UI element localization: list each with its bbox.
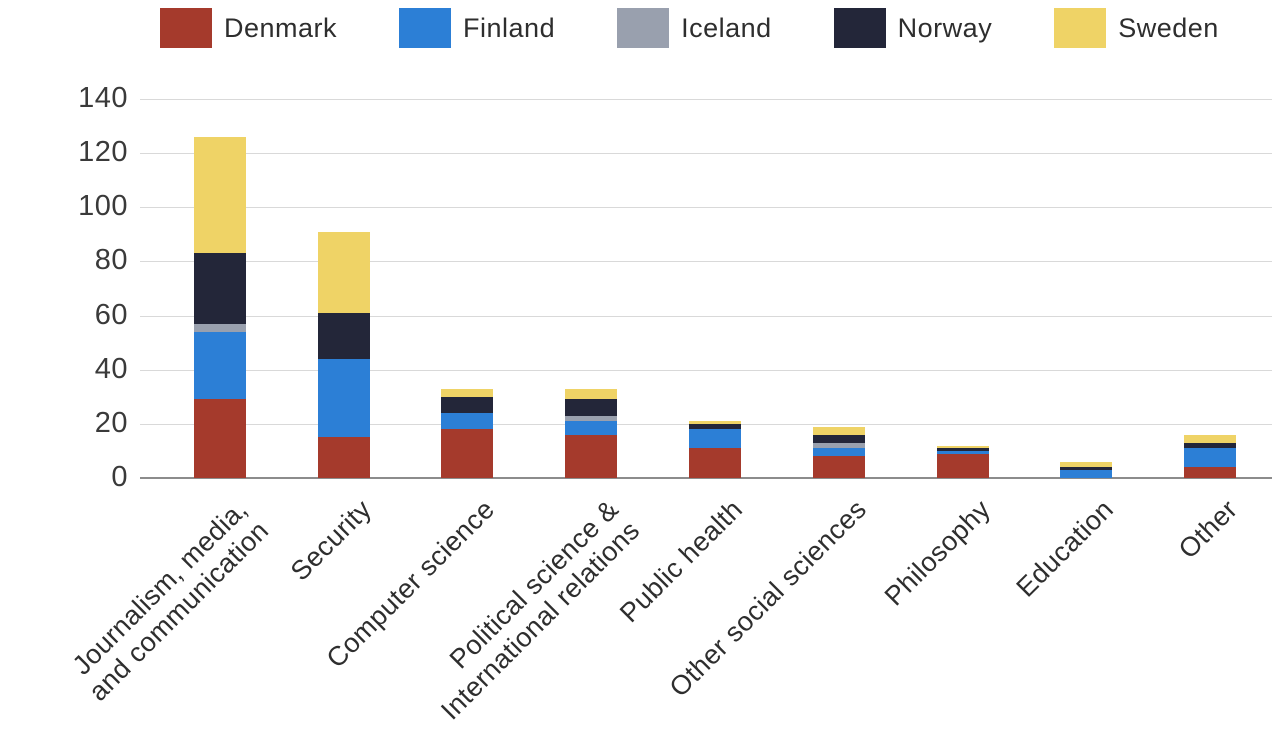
- legend-item-denmark: Denmark: [160, 8, 337, 48]
- bar-segment-denmark-cat8: [1184, 467, 1237, 478]
- gridline-80: [140, 261, 1272, 263]
- x-axis-label-6: Philosophy: [878, 494, 996, 612]
- legend-label: Denmark: [224, 12, 338, 43]
- y-tick-label-120: 120: [78, 136, 128, 169]
- bar-segment-denmark-cat0: [193, 399, 246, 478]
- y-tick-label-100: 100: [78, 190, 128, 223]
- bar-segment-sweden-cat6: [936, 445, 989, 449]
- bar-segment-denmark-cat2: [441, 429, 494, 478]
- gridline-140: [140, 99, 1272, 100]
- legend-swatch-finland-icon: [399, 8, 452, 48]
- bar-segment-iceland-cat3: [565, 415, 618, 422]
- bar-segment-finland-cat1: [317, 358, 370, 438]
- bar-segment-finland-cat7: [1060, 469, 1113, 478]
- bar-segment-norway-cat1: [317, 312, 370, 359]
- gridline-60: [140, 315, 1272, 317]
- bar-segment-denmark-cat5: [812, 456, 865, 478]
- bar-segment-norway-cat5: [812, 434, 865, 443]
- bar-segment-finland-cat5: [812, 448, 865, 457]
- bar-segment-sweden-cat1: [317, 231, 370, 313]
- legend-item-norway: Norway: [833, 8, 993, 48]
- bar-segment-sweden-cat3: [565, 388, 618, 400]
- bar-segment-finland-cat6: [936, 450, 989, 454]
- legend-swatch-iceland-icon: [617, 8, 670, 48]
- bar-segment-norway-cat6: [936, 448, 989, 451]
- bar-segment-norway-cat3: [565, 399, 618, 416]
- x-axis-label-5: Other social sciences: [663, 494, 872, 703]
- bar-segment-finland-cat2: [441, 413, 494, 430]
- y-tick-label-40: 40: [94, 352, 128, 385]
- legend-label: Finland: [463, 12, 556, 43]
- gridline-40: [140, 369, 1272, 371]
- bar-segment-norway-cat0: [193, 253, 246, 324]
- bar-segment-denmark-cat1: [317, 437, 370, 478]
- bar-segment-norway-cat4: [689, 423, 741, 430]
- y-tick-label-140: 140: [78, 82, 128, 114]
- y-tick-label-20: 20: [94, 406, 128, 439]
- bar-segment-finland-cat8: [1184, 448, 1237, 468]
- legend-item-iceland: Iceland: [617, 8, 772, 48]
- chart-legend: Denmark Finland Iceland Norway Sweden: [160, 6, 1219, 50]
- bar-segment-sweden-cat7: [1060, 461, 1113, 468]
- bar-segment-sweden-cat2: [441, 388, 494, 397]
- legend-swatch-sweden-icon: [1054, 8, 1107, 48]
- bar-segment-iceland-cat5: [812, 442, 865, 449]
- y-tick-label-60: 60: [94, 298, 128, 331]
- bar-segment-finland-cat4: [689, 429, 741, 449]
- legend-label: Iceland: [681, 12, 772, 43]
- y-tick-label-0: 0: [111, 461, 128, 493]
- legend-label: Sweden: [1118, 12, 1219, 43]
- bar-segment-denmark-cat3: [565, 434, 618, 478]
- gridline-120: [140, 153, 1272, 155]
- bar-segment-denmark-cat6: [936, 453, 989, 478]
- bar-segment-sweden-cat4: [689, 421, 741, 424]
- bar-segment-iceland-cat0: [193, 323, 246, 332]
- bar-segment-sweden-cat5: [812, 426, 865, 435]
- x-axis-line: [140, 477, 1272, 479]
- legend-swatch-denmark-icon: [160, 8, 212, 48]
- bar-segment-sweden-cat0: [193, 136, 246, 254]
- bar-segment-denmark-cat4: [689, 448, 741, 478]
- bar-segment-finland-cat0: [193, 331, 246, 400]
- legend-item-finland: Finland: [399, 8, 555, 48]
- gridline-100: [140, 207, 1272, 209]
- bar-segment-sweden-cat8: [1184, 434, 1237, 443]
- legend-label: Norway: [897, 12, 993, 43]
- x-axis-label-8: Other: [1172, 494, 1244, 565]
- bar-segment-norway-cat2: [441, 396, 494, 414]
- bar-segment-finland-cat3: [565, 421, 618, 435]
- y-tick-label-80: 80: [94, 244, 128, 277]
- bar-segment-norway-cat7: [1060, 467, 1113, 470]
- bar-segment-norway-cat8: [1184, 442, 1237, 449]
- legend-item-sweden: Sweden: [1054, 8, 1219, 48]
- legend-swatch-norway-icon: [833, 8, 886, 48]
- x-axis-label-7: Education: [1010, 494, 1120, 603]
